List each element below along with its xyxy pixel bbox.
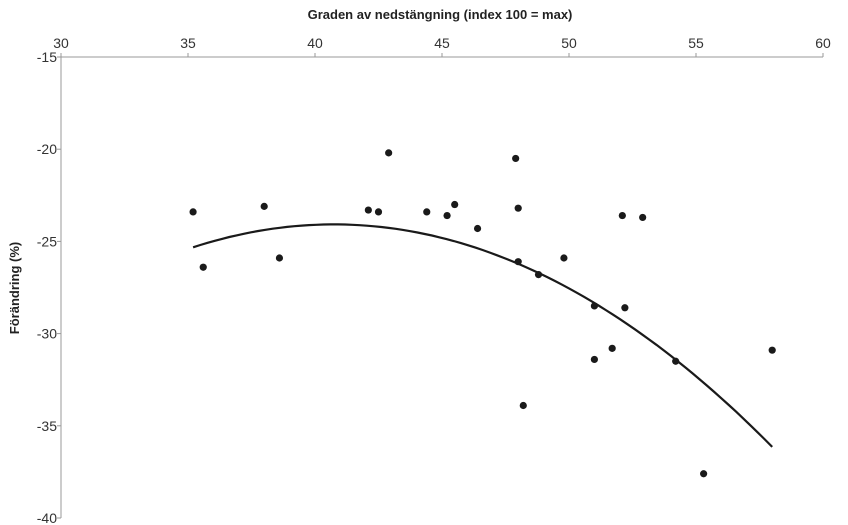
x-tick-label: 30: [53, 35, 69, 51]
x-tick-label: 35: [180, 35, 196, 51]
data-point: [199, 263, 207, 271]
data-point: [443, 211, 451, 220]
x-axis-title: Graden av nedstängning (index 100 = max): [308, 7, 573, 22]
data-point: [514, 204, 522, 212]
data-points: [189, 149, 776, 478]
data-point: [590, 302, 599, 310]
data-point: [621, 304, 629, 312]
data-point: [385, 149, 393, 157]
data-point: [374, 208, 383, 216]
data-point: [639, 213, 647, 222]
data-point: [275, 254, 284, 262]
data-point: [189, 208, 197, 216]
data-point: [451, 200, 459, 209]
axes: [60, 56, 823, 518]
data-point: [768, 346, 776, 354]
data-point: [608, 344, 616, 352]
data-point: [364, 206, 372, 214]
x-tick-labels: 30 35 40 45 50 55 60: [53, 35, 831, 57]
y-tick-label: -35: [37, 418, 57, 434]
y-axis-title: Förändring (%): [7, 242, 22, 334]
data-point: [519, 401, 527, 410]
data-point: [514, 258, 522, 266]
x-tick-label: 60: [815, 35, 831, 51]
x-tick-label: 55: [688, 35, 704, 51]
data-point: [560, 254, 568, 262]
x-tick-label: 50: [561, 35, 577, 51]
x-tick-label: 45: [434, 35, 450, 51]
y-tick-label: -40: [37, 510, 57, 525]
data-point: [534, 270, 543, 279]
data-point: [512, 154, 520, 163]
data-point: [700, 470, 708, 478]
data-point: [423, 208, 431, 216]
y-tick-label: -15: [37, 49, 57, 65]
data-point: [590, 355, 599, 364]
y-tick-label: -25: [37, 233, 57, 249]
data-point: [618, 211, 626, 220]
y-tick-labels: -15 -20 -25 -30 -35 -40: [37, 49, 61, 525]
data-point: [260, 202, 268, 210]
y-tick-label: -20: [37, 141, 57, 157]
x-tick-label: 40: [307, 35, 323, 51]
data-point: [473, 224, 482, 233]
y-tick-label: -30: [37, 326, 57, 342]
data-point: [672, 357, 680, 365]
